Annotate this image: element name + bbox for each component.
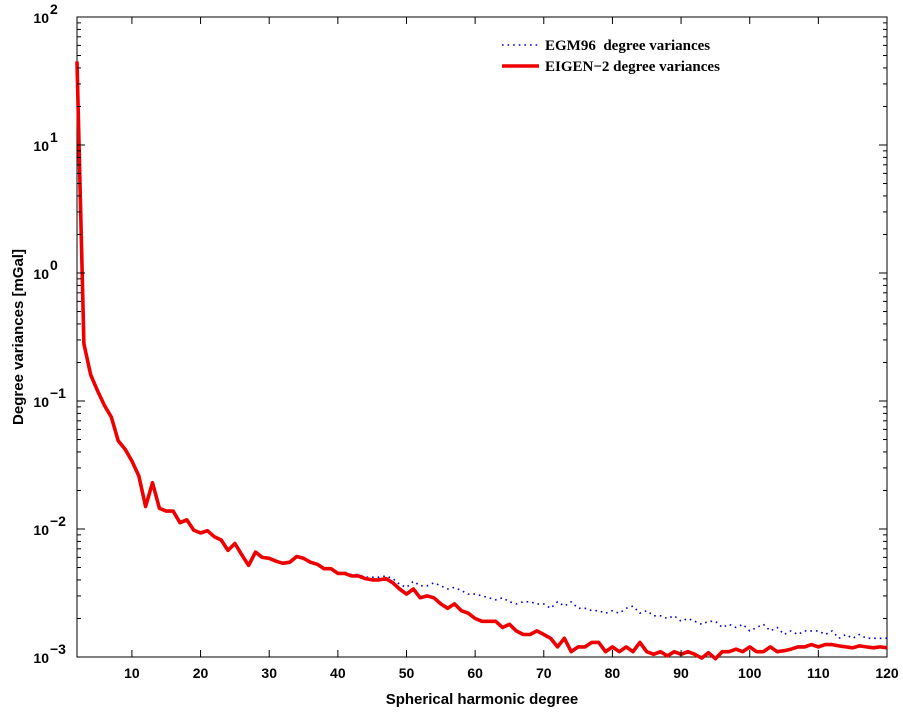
y-tick-label: 10 (33, 522, 49, 538)
x-tick-label: 100 (738, 665, 762, 681)
y-tick-label: 10 (33, 10, 49, 26)
legend: EGM96 degree variances EIGEN−2 degree va… (495, 32, 783, 78)
y-tick-label-exponent: 0 (50, 257, 58, 273)
x-tick-label: 70 (536, 665, 552, 681)
y-tick-label-exponent: −1 (50, 385, 66, 401)
x-axis: 10 20 30 40 50 60 70 80 90 100 110 120 (124, 17, 899, 681)
x-tick-label: 110 (807, 665, 830, 681)
x-tick-label: 60 (467, 665, 483, 681)
x-tick-label: 40 (330, 665, 346, 681)
y-tick-label-exponent: −2 (50, 513, 66, 529)
x-tick-label: 50 (399, 665, 415, 681)
x-tick-label: 120 (875, 665, 899, 681)
y-axis-label: Degree variances [mGal] (10, 249, 27, 425)
x-tick-label: 10 (124, 665, 140, 681)
legend-label-eigen2: EIGEN−2 degree variances (545, 59, 720, 75)
x-tick-label: 30 (261, 665, 277, 681)
y-tick-label-exponent: 1 (50, 129, 58, 145)
x-tick-label: 80 (605, 665, 621, 681)
legend-label-egm96: EGM96 degree variances (545, 38, 710, 54)
y-tick-label: 10 (33, 394, 49, 410)
series-line-eigen2 (75, 61, 888, 661)
legend-box (495, 32, 783, 78)
y-tick-label: 10 (33, 138, 49, 154)
x-tick-label: 20 (193, 665, 209, 681)
y-tick-label: 10 (33, 266, 49, 282)
x-axis-label: Spherical harmonic degree (386, 691, 579, 708)
x-tick-label: 90 (673, 665, 689, 681)
y-tick-label-exponent: −3 (50, 641, 66, 657)
y-tick-label-exponent: 2 (50, 1, 58, 17)
series-layer (75, 61, 888, 661)
plot-area (76, 16, 888, 658)
y-tick-label: 10 (33, 650, 49, 666)
